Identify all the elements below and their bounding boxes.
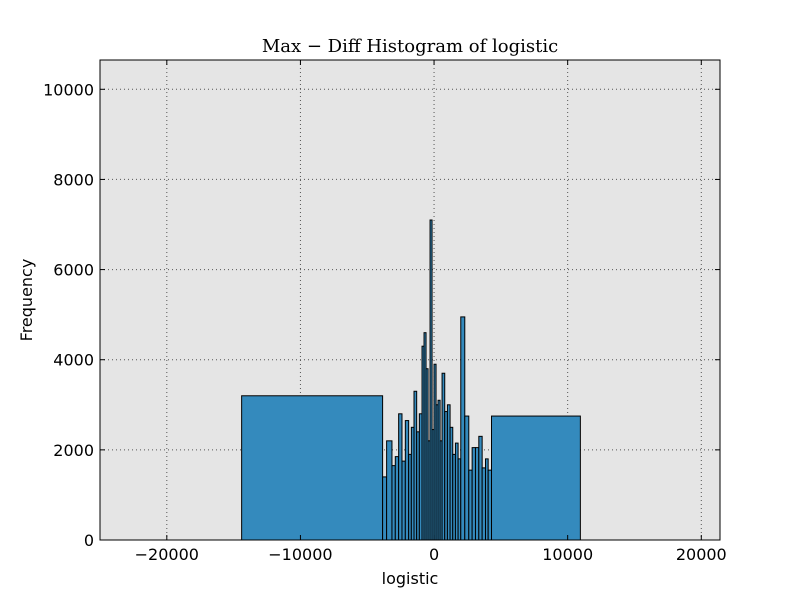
histogram-bar — [478, 435, 483, 541]
x-tick-label: −10000 — [268, 545, 332, 564]
plot-frame — [99, 59, 721, 541]
histogram-bars — [241, 219, 581, 541]
x-tick-label: 0 — [429, 545, 439, 564]
x-tick-label: −20000 — [135, 545, 199, 564]
y-tick-label: 8000 — [53, 170, 94, 189]
x-tick-labels: −20000 −10000 0 10000 20000 — [135, 545, 727, 564]
y-tick-label: 6000 — [53, 261, 94, 280]
y-tick-labels: 0 2000 4000 6000 8000 10000 — [43, 80, 94, 550]
chart-title: Max − Diff Histogram of logistic — [262, 36, 558, 57]
histogram-bar — [386, 440, 393, 541]
histogram-bar — [404, 420, 410, 541]
histogram-bar — [241, 395, 384, 541]
y-tick-label: 2000 — [53, 441, 94, 460]
x-tick-label: 10000 — [542, 545, 593, 564]
histogram-bar — [487, 469, 493, 541]
histogram-bar — [491, 415, 581, 541]
histogram-bar — [382, 476, 388, 541]
histogram-bar — [460, 316, 466, 541]
histogram-bar — [481, 467, 486, 541]
histogram-bar — [391, 465, 396, 541]
axis-ticks — [100, 60, 720, 541]
y-axis-label: Frequency — [17, 259, 36, 342]
x-axis-label: logistic — [382, 569, 439, 588]
histogram-bar — [474, 447, 480, 541]
x-tick-label: 20000 — [676, 545, 727, 564]
histogram-bar — [398, 413, 403, 541]
histogram-bar — [468, 469, 473, 541]
histogram-bar — [394, 456, 400, 541]
y-tick-label: 0 — [84, 531, 94, 550]
histogram-bar — [464, 415, 470, 541]
y-tick-label: 10000 — [43, 80, 94, 99]
y-tick-label: 4000 — [53, 351, 94, 370]
histogram-bar — [401, 460, 406, 541]
histogram-bar — [471, 447, 476, 541]
